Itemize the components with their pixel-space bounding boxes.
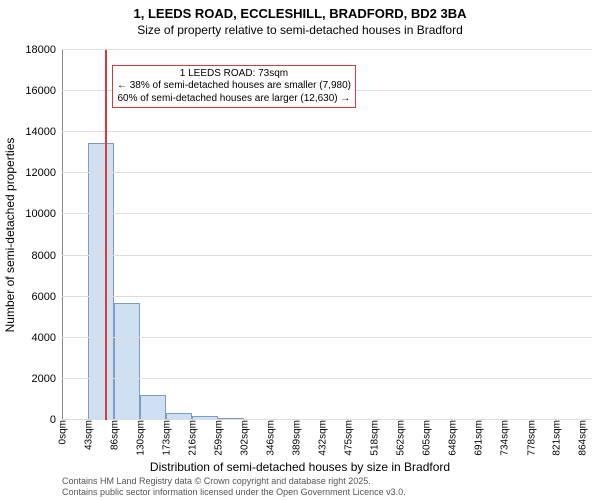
x-tick-label: 259sqm [211, 420, 224, 456]
annotation-line-1: 1 LEEDS ROAD: 73sqm [117, 68, 351, 81]
y-tick-label: 10000 [25, 208, 62, 220]
footer-line-2: Contains public sector information licen… [62, 487, 406, 498]
x-tick-label: 43sqm [81, 420, 94, 450]
x-tick-label: 475sqm [342, 420, 355, 456]
x-tick-label: 691sqm [472, 420, 485, 456]
bar [140, 395, 166, 420]
x-tick-label: 216sqm [186, 420, 199, 456]
grid-line [62, 131, 592, 132]
annotation-box: 1 LEEDS ROAD: 73sqm← 38% of semi-detache… [112, 65, 356, 109]
x-tick-label: 432sqm [316, 420, 329, 456]
annotation-line-2: ← 38% of semi-detached houses are smalle… [117, 80, 351, 93]
x-tick-label: 346sqm [264, 420, 277, 456]
grid-line [62, 337, 592, 338]
grid-line [62, 213, 592, 214]
annotation-line-3: 60% of semi-detached houses are larger (… [117, 93, 351, 106]
x-tick-label: 734sqm [498, 420, 511, 456]
grid-line [62, 296, 592, 297]
page-subtitle: Size of property relative to semi-detach… [0, 21, 600, 37]
y-tick-label: 12000 [25, 167, 62, 179]
y-tick-label: 18000 [25, 44, 62, 56]
y-axis-title: Number of semi-detached properties [3, 138, 17, 333]
x-tick-label: 0sqm [56, 420, 69, 444]
bar [114, 303, 140, 420]
x-tick-label: 562sqm [394, 420, 407, 456]
chart-area: 0200040006000800010000120001400016000180… [62, 50, 592, 420]
footer: Contains HM Land Registry data © Crown c… [62, 476, 406, 498]
grid-line [62, 49, 592, 50]
x-tick-label: 130sqm [134, 420, 147, 456]
x-tick-label: 821sqm [550, 420, 563, 456]
x-tick-label: 302sqm [237, 420, 250, 456]
x-tick-label: 518sqm [367, 420, 380, 456]
y-tick-label: 16000 [25, 85, 62, 97]
property-marker-line [105, 50, 107, 420]
x-tick-label: 86sqm [107, 420, 120, 450]
x-tick-label: 864sqm [576, 420, 589, 456]
x-tick-label: 648sqm [446, 420, 459, 456]
x-tick-label: 173sqm [160, 420, 173, 456]
x-axis-title: Distribution of semi-detached houses by … [0, 460, 600, 474]
y-tick-label: 6000 [32, 291, 62, 303]
y-tick-label: 14000 [25, 126, 62, 138]
y-tick-label: 4000 [32, 332, 62, 344]
grid-line [62, 255, 592, 256]
grid-line [62, 172, 592, 173]
x-tick-label: 778sqm [524, 420, 537, 456]
x-tick-label: 605sqm [420, 420, 433, 456]
page-title: 1, LEEDS ROAD, ECCLESHILL, BRADFORD, BD2… [0, 0, 600, 21]
x-tick-label: 389sqm [290, 420, 303, 456]
y-tick-label: 8000 [32, 250, 62, 262]
y-tick-label: 2000 [32, 373, 62, 385]
grid-line [62, 378, 592, 379]
footer-line-1: Contains HM Land Registry data © Crown c… [62, 476, 406, 487]
